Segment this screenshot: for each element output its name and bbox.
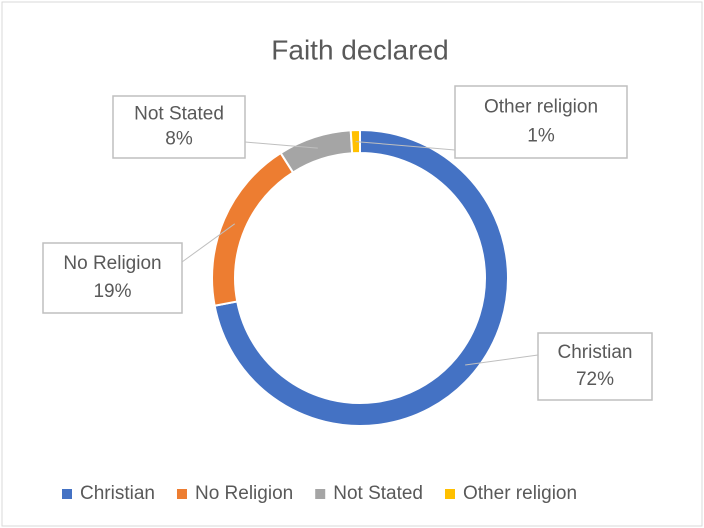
data-label-box [537,332,653,401]
leader-line [181,223,236,263]
data-label-value: 19% [93,281,131,302]
data-label-box [454,85,628,159]
data-label-category: Other religion [484,97,598,118]
legend-swatch [176,489,187,499]
data-label-box [112,95,246,159]
data-label-category: No Religion [63,253,161,274]
chart-title: Faith declared [271,34,448,65]
leader-line [465,354,539,366]
data-label-value: 8% [165,128,193,149]
slice [349,128,361,155]
leader-line [244,141,318,149]
data-label-value: 72% [576,369,614,390]
legend-label: Not Stated [333,483,423,504]
data-label-value: 1% [527,125,555,146]
slice [213,128,509,427]
leader-line [355,141,456,151]
legend-label: No Religion [195,483,293,504]
legend-swatch [315,489,326,499]
legend-swatch [62,489,72,499]
legend-label: Christian [80,483,155,504]
data-label-category: Christian [558,342,633,363]
legend-label: Other religion [463,483,577,504]
data-label-box [42,242,183,314]
legend-swatch [445,489,455,499]
data-label-category: Not Stated [134,104,224,125]
